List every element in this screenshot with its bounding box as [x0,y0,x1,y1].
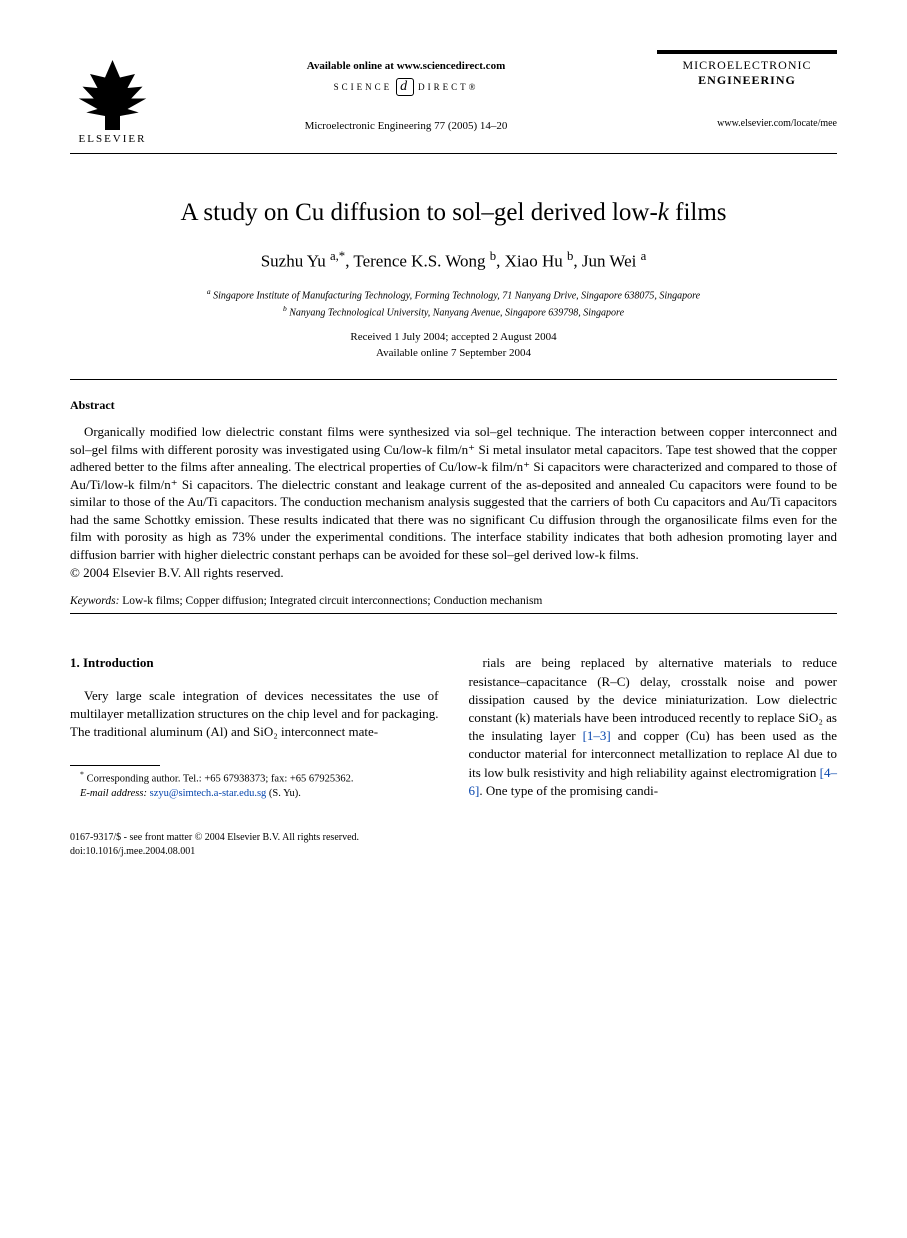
email-link[interactable]: szyu@simtech.a-star.edu.sg [150,788,267,799]
intro-col2-text: rials are being replaced by alternative … [469,654,838,800]
header-rule [70,153,837,154]
authors: Suzhu Yu a,*, Terence K.S. Wong b, Xiao … [70,249,837,272]
right-header: MICROELECTRONIC ENGINEERING www.elsevier… [657,50,837,129]
publisher-name: ELSEVIER [79,133,147,145]
col2-p3: . One type of the promising candi- [479,783,658,798]
affiliation-a: a Singapore Institute of Manufacturing T… [70,286,837,303]
date-online: Available online 7 September 2004 [70,346,837,361]
left-column: 1. Introduction Very large scale integra… [70,654,439,801]
sd-logo-icon: d [396,78,414,96]
header: ELSEVIER Available online at www.science… [70,50,837,145]
keywords-text: Low-k films; Copper diffusion; Integrate… [119,595,542,607]
footer-line2: doi:10.1016/j.mee.2004.08.001 [70,845,837,859]
article-dates: Received 1 July 2004; accepted 2 August … [70,330,837,361]
copyright-text: © 2004 Elsevier B.V. All rights reserved… [70,565,837,581]
title-end: films [669,199,727,226]
journal-logo: MICROELECTRONIC ENGINEERING [657,50,837,88]
journal-url: www.elsevier.com/locate/mee [657,118,837,129]
intro-col1-text: Very large scale integration of devices … [70,687,439,742]
aff-a-text: Singapore Institute of Manufacturing Tec… [213,290,700,301]
email-footnote: E-mail address: szyu@simtech.a-star.edu.… [70,787,439,801]
footer: 0167-9317/$ - see front matter © 2004 El… [70,831,837,858]
journal-name-1: MICROELECTRONIC [657,58,837,73]
footnote-rule [70,765,160,766]
title-italic: k [658,199,669,226]
keywords: Keywords: Low-k films; Copper diffusion;… [70,595,837,607]
sciencedirect-brand: SCIENCE d DIRECT® [155,78,657,96]
email-who: (S. Yu). [266,788,301,799]
email-label: E-mail address: [80,788,147,799]
aff-b-text: Nanyang Technological University, Nanyan… [289,307,624,318]
corresponding-footnote: * Corresponding author. Tel.: +65 679383… [70,770,439,787]
corr-text: Corresponding author. Tel.: +65 67938373… [87,774,354,785]
abstract-top-rule [70,379,837,380]
sd-right: DIRECT® [418,82,478,92]
available-online-text: Available online at www.sciencedirect.co… [155,60,657,72]
center-header: Available online at www.sciencedirect.co… [155,50,657,132]
date-received: Received 1 July 2004; accepted 2 August … [70,330,837,345]
abstract-text: Organically modified low dielectric cons… [70,423,837,563]
paper-title: A study on Cu diffusion to sol–gel deriv… [70,199,837,227]
affiliation-b: b Nanyang Technological University, Nany… [70,303,837,320]
affiliations: a Singapore Institute of Manufacturing T… [70,286,837,321]
abstract-heading: Abstract [70,398,837,413]
title-main: A study on Cu diffusion to sol–gel deriv… [180,199,657,226]
footer-line1: 0167-9317/$ - see front matter © 2004 El… [70,831,837,845]
journal-reference: Microelectronic Engineering 77 (2005) 14… [155,120,657,132]
keywords-label: Keywords: [70,595,119,607]
intro-heading: 1. Introduction [70,654,439,672]
journal-name-2: ENGINEERING [657,73,837,88]
sd-left: SCIENCE [334,82,393,92]
publisher-logo: ELSEVIER [70,50,155,145]
elsevier-tree-icon [75,60,150,130]
body-columns: 1. Introduction Very large scale integra… [70,654,837,801]
ref-1-3[interactable]: [1–3] [583,728,611,743]
abstract-bottom-rule [70,613,837,614]
right-column: rials are being replaced by alternative … [469,654,838,801]
